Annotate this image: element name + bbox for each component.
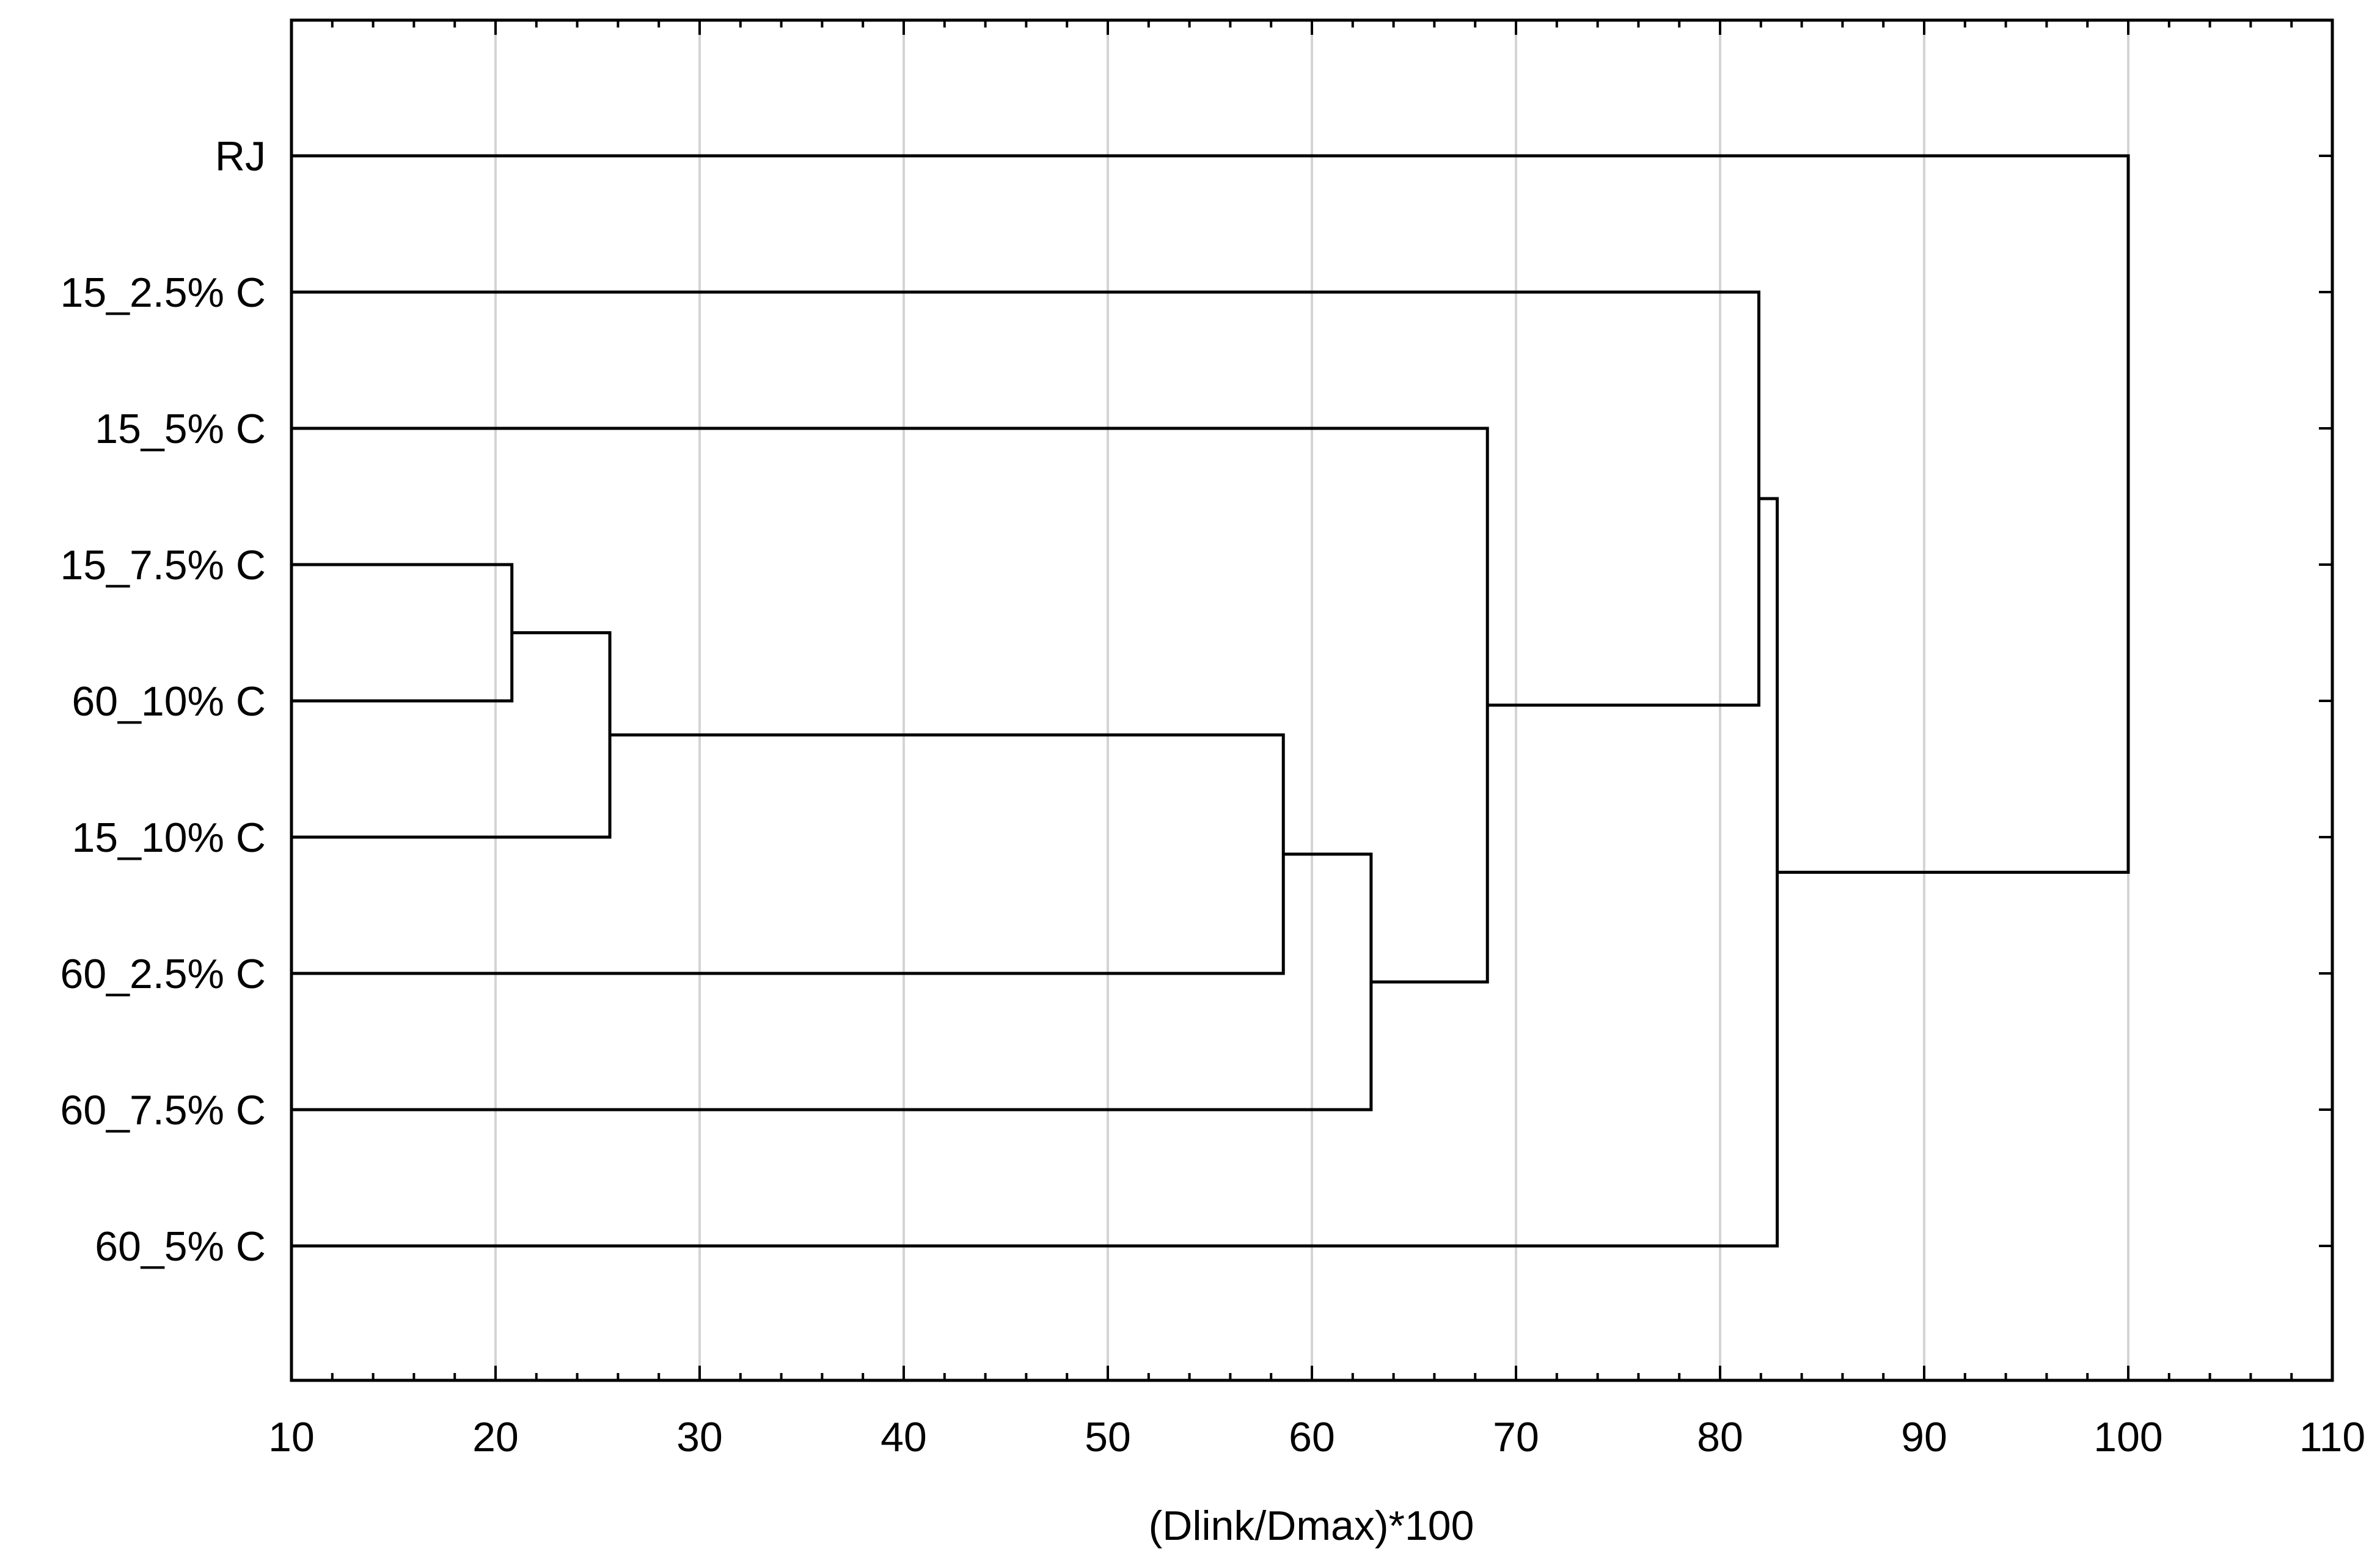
x-axis-title: (Dlink/Dmax)*100	[1149, 1503, 1474, 1549]
grid-lines	[494, 20, 2129, 1380]
link-m5	[291, 427, 1489, 984]
x-tick-label-80: 80	[1697, 1414, 1743, 1460]
leaf-label-8: 60_5% C	[95, 1223, 266, 1270]
leaf-label-6: 60_2.5% C	[60, 951, 266, 997]
leaf-label-2: 15_5% C	[95, 406, 266, 452]
x-tick-label-90: 90	[1901, 1414, 1947, 1460]
leaf-labels: RJ 15_2.5% C 15_5% C 15_7.5% C 60_10% C 15_10…	[60, 133, 266, 1270]
dendrogram-links	[291, 154, 2130, 1248]
link-m3	[291, 733, 1285, 975]
leaf-label-5: 15_10% C	[71, 815, 266, 861]
link-m1	[291, 563, 514, 703]
x-tick-label-50: 50	[1085, 1414, 1131, 1460]
x-tick-label-110: 110	[2299, 1414, 2365, 1460]
x-tick-label-100: 100	[2093, 1414, 2162, 1460]
x-tick-label-30: 30	[676, 1414, 723, 1460]
link-m7	[291, 497, 1779, 1248]
leaf-label-7: 60_7.5% C	[60, 1087, 266, 1133]
link-m2	[291, 631, 612, 839]
x-tick-label-60: 60	[1289, 1414, 1335, 1460]
link-m8	[291, 154, 2130, 874]
axis-ticks	[290, 20, 2334, 1380]
x-tick-label-40: 40	[881, 1414, 927, 1460]
leaf-label-0: RJ	[215, 133, 266, 180]
leaf-label-3: 15_7.5% C	[60, 542, 266, 588]
x-tick-labels: 10 20 30 40 50 60 70 80 90 100 110	[268, 1414, 2365, 1460]
link-m4	[291, 852, 1373, 1111]
x-tick-label-10: 10	[268, 1414, 315, 1460]
leaf-label-4: 60_10% C	[71, 678, 266, 725]
leaf-label-1: 15_2.5% C	[60, 269, 266, 316]
x-tick-label-20: 20	[472, 1414, 519, 1460]
x-tick-label-70: 70	[1493, 1414, 1539, 1460]
